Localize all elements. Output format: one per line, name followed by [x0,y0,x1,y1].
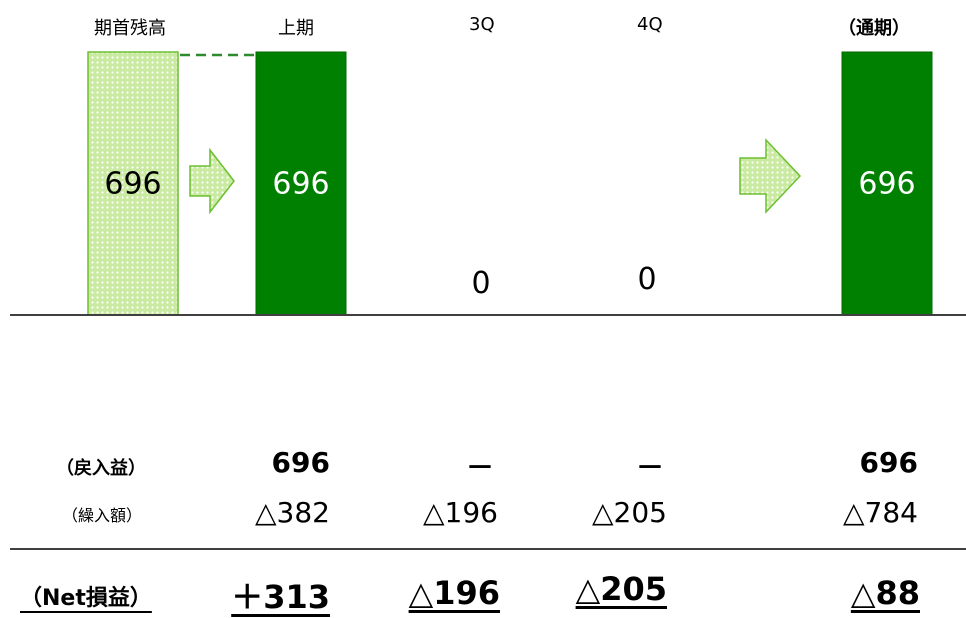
reversal-first-half: 696 [271,446,330,479]
bar-full-year [841,51,933,316]
header-first-half: 上期 [278,18,314,39]
right-arrow-icon-full-year [739,138,802,214]
reversal-label: （戻入益） [56,458,146,479]
net-full-year: △88 [850,574,920,612]
header-3q: 3Q [469,14,495,35]
net-label: （Net損益） [20,586,152,611]
label-first-half: 696 [272,167,329,202]
header-full-year: （通期） [838,18,910,39]
net-4q: △205 [575,570,667,608]
provision-3q: △196 [423,496,498,529]
provision-full-year: △784 [843,496,918,529]
provision-4q: △205 [592,496,667,529]
divider [10,548,966,550]
net-first-half: ＋313 [231,578,330,616]
right-arrow-icon [189,147,235,215]
provision-first-half: △382 [255,496,330,529]
header-4q: 4Q [637,14,663,35]
label-opening-balance: 696 [104,167,161,202]
reversal-4q: － [635,451,664,484]
provision-label: （繰入額） [62,506,143,525]
label-4q: 0 [637,262,656,297]
reversal-3q: － [465,451,494,484]
net-3q: △196 [408,574,500,612]
reversal-full-year: 696 [859,446,918,479]
label-3q: 0 [471,266,490,301]
header-opening-balance: 期首残高 [94,18,166,39]
chart-area: 696 696 0 0 696 [10,51,966,316]
bar-first-half [255,51,347,316]
label-full-year: 696 [858,167,915,202]
